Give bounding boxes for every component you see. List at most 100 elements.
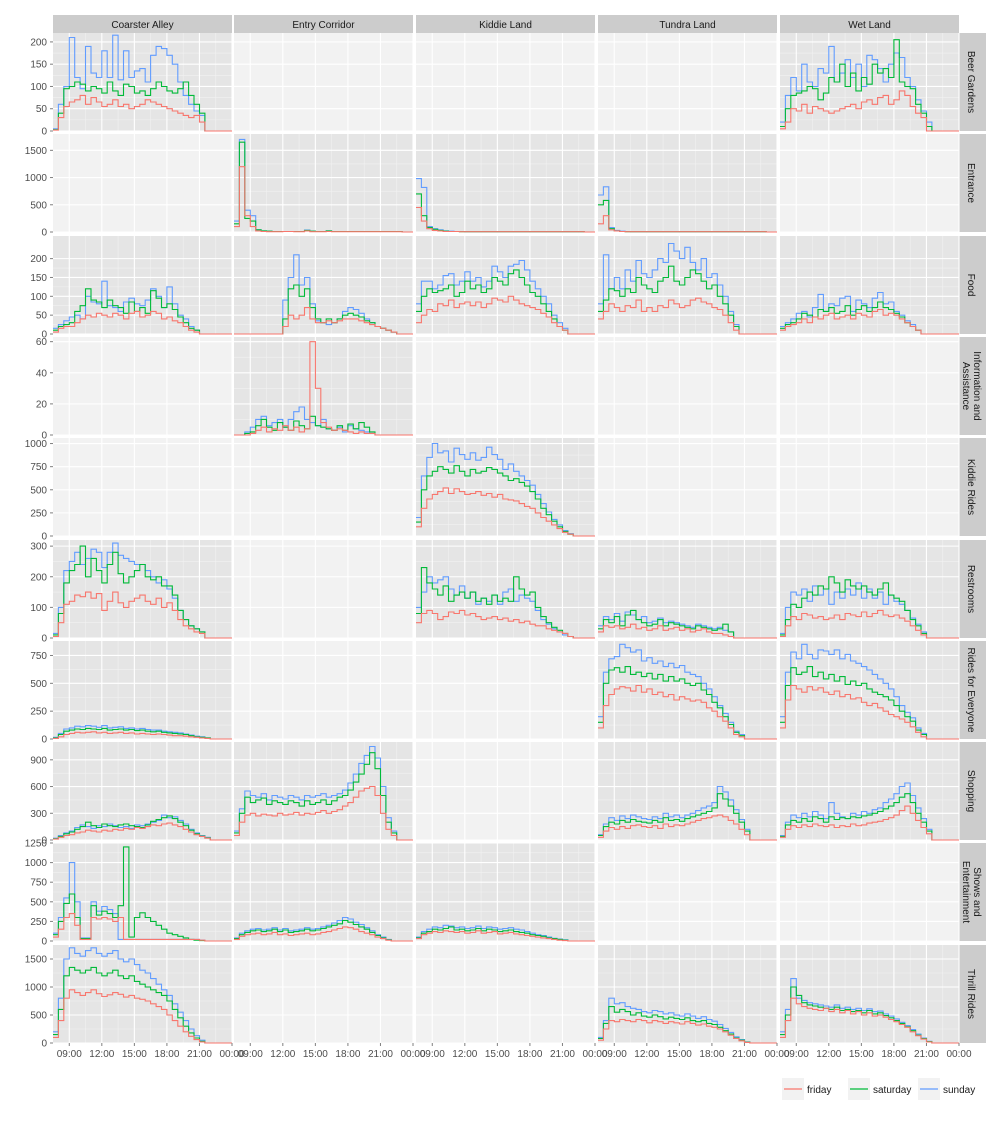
row-strip: Kiddie Rides bbox=[958, 438, 986, 536]
series-line-saturday bbox=[53, 966, 232, 1044]
panel bbox=[53, 236, 233, 335]
x-tick-label: 15:00 bbox=[849, 1049, 874, 1060]
panel-background bbox=[598, 742, 777, 840]
y-tick-label: 60 bbox=[36, 337, 48, 348]
panel-background bbox=[234, 33, 413, 131]
row-strip-bg bbox=[958, 540, 986, 638]
panel-background bbox=[234, 134, 413, 232]
x-tick-label: 18:00 bbox=[335, 1049, 360, 1060]
panel-background bbox=[416, 33, 595, 131]
panel bbox=[53, 438, 233, 537]
panel-background bbox=[234, 236, 413, 334]
y-tick-label: 1000 bbox=[25, 173, 48, 184]
series-line-friday bbox=[780, 609, 959, 639]
x-tick-label: 09:00 bbox=[238, 1049, 263, 1060]
y-tick-label: 50 bbox=[36, 104, 48, 115]
panel bbox=[416, 134, 596, 233]
row-strip: Restrooms bbox=[958, 540, 986, 638]
panel bbox=[53, 742, 233, 841]
column-strip-label: Tundra Land bbox=[659, 20, 715, 31]
x-tick-label: 21:00 bbox=[187, 1049, 212, 1060]
panel-background bbox=[234, 641, 413, 739]
y-tick-label: 250 bbox=[30, 508, 47, 519]
column-strip-label: Entry Corridor bbox=[292, 20, 355, 31]
y-tick-label: 1000 bbox=[25, 439, 48, 450]
panel bbox=[416, 540, 596, 639]
y-tick-label: 0 bbox=[41, 735, 47, 746]
series-line-sunday bbox=[416, 259, 595, 335]
panel-background bbox=[598, 540, 777, 638]
series-line-sunday bbox=[53, 947, 232, 1044]
y-tick-label: 1250 bbox=[25, 839, 48, 850]
series-line-friday bbox=[416, 206, 595, 233]
row-strip: Shows andEntertainment bbox=[958, 843, 986, 941]
row-strip: Beer Gardens bbox=[958, 33, 986, 131]
panel-background bbox=[416, 641, 595, 739]
row-strip-label-line: Assistance bbox=[960, 362, 971, 411]
panel bbox=[416, 842, 596, 942]
row-strip: Information andAssistance bbox=[958, 337, 986, 435]
series-line-friday bbox=[53, 310, 232, 335]
series-line-saturday bbox=[598, 609, 777, 639]
row-strip-label-line: Beer Gardens bbox=[965, 51, 976, 113]
column-strip: Coarster Alley bbox=[53, 15, 232, 33]
y-tick-label: 150 bbox=[30, 60, 47, 71]
y-tick-label: 250 bbox=[30, 917, 47, 928]
panel bbox=[234, 641, 414, 740]
panel bbox=[598, 842, 778, 942]
panel bbox=[416, 641, 596, 740]
panel bbox=[416, 945, 596, 1044]
panel bbox=[598, 236, 778, 335]
column-strip-label: Kiddie Land bbox=[479, 20, 532, 31]
series-line-friday bbox=[780, 805, 959, 841]
row-strip-label: Thrill Rides bbox=[965, 969, 976, 1019]
row-strip: Shopping bbox=[958, 742, 986, 840]
y-tick-label: 0 bbox=[41, 836, 47, 847]
panel-background bbox=[53, 945, 232, 1043]
panel-background bbox=[53, 438, 232, 536]
series-line-friday bbox=[598, 814, 777, 841]
panel-background bbox=[53, 742, 232, 840]
series-line-friday bbox=[416, 295, 595, 335]
series-line-saturday bbox=[416, 269, 595, 335]
y-tick-label: 0 bbox=[41, 228, 47, 239]
panel-background bbox=[416, 438, 595, 536]
panel bbox=[780, 842, 960, 942]
series-line-saturday bbox=[53, 81, 232, 132]
series-line-friday bbox=[598, 623, 777, 639]
series-line-saturday bbox=[598, 793, 777, 841]
x-tick-label: 21:00 bbox=[914, 1049, 939, 1060]
x-tick-label: 12:00 bbox=[634, 1049, 659, 1060]
y-tick-label: 1500 bbox=[25, 955, 48, 966]
x-tick-label: 18:00 bbox=[699, 1049, 724, 1060]
x-tick-label: 12:00 bbox=[89, 1049, 114, 1060]
panel bbox=[416, 33, 596, 132]
panel-background bbox=[780, 641, 959, 739]
legend-item: friday bbox=[782, 1078, 831, 1100]
x-tick-label: 18:00 bbox=[881, 1049, 906, 1060]
row-strip-bg bbox=[958, 438, 986, 536]
y-tick-label: 500 bbox=[30, 485, 47, 496]
y-tick-label: 200 bbox=[30, 572, 47, 583]
panel bbox=[598, 641, 778, 740]
series-line-friday bbox=[416, 930, 595, 942]
panel bbox=[53, 945, 233, 1044]
panel-background bbox=[780, 438, 959, 536]
row-strip-bg bbox=[958, 742, 986, 840]
y-tick-label: 100 bbox=[30, 603, 47, 614]
y-tick-label: 900 bbox=[30, 755, 47, 766]
panel bbox=[234, 742, 414, 841]
panel bbox=[234, 945, 414, 1044]
panel-background bbox=[416, 945, 595, 1043]
series-line-saturday bbox=[234, 415, 413, 436]
y-tick-label: 0 bbox=[41, 1039, 47, 1050]
panel bbox=[598, 540, 778, 639]
x-tick-label: 00:00 bbox=[764, 1049, 789, 1060]
legend-item: saturday bbox=[848, 1078, 911, 1100]
x-tick-label: 15:00 bbox=[667, 1049, 692, 1060]
y-tick-label: 0 bbox=[41, 330, 47, 341]
series-line-sunday bbox=[780, 978, 959, 1044]
panel-background bbox=[416, 540, 595, 638]
panel-background bbox=[598, 33, 777, 131]
